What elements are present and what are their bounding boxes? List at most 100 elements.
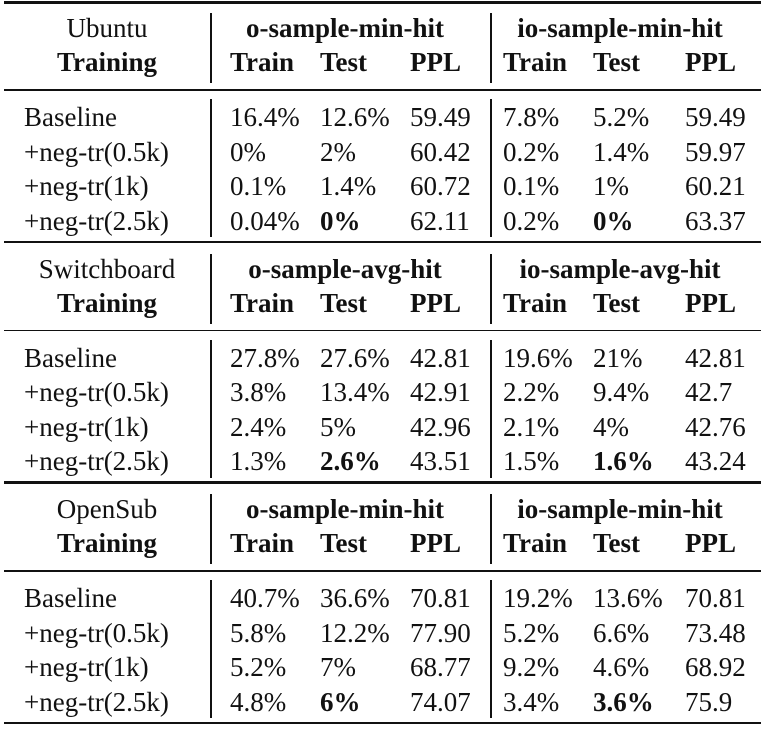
cell: 3.6%	[593, 686, 654, 717]
column-divider	[210, 494, 212, 564]
cell: 59.97	[685, 136, 746, 167]
cell: 60.42	[410, 136, 471, 167]
cell: 0.04%	[230, 205, 300, 236]
cell: 0%	[230, 136, 266, 167]
cell: 19.6%	[503, 342, 573, 373]
cell: 75.9	[685, 686, 733, 717]
column-divider	[210, 339, 212, 478]
group-header: o-sample-min-hit	[246, 494, 444, 524]
cell: 27.6%	[320, 342, 390, 373]
column-header: Train	[503, 287, 568, 318]
column-header: Train	[230, 287, 295, 318]
cell: 60.21	[685, 171, 746, 201]
column-divider	[490, 494, 492, 564]
column-divider	[490, 99, 492, 237]
row-label: +neg-tr(2.5k)	[24, 446, 169, 476]
column-header: Test	[593, 528, 641, 558]
row-label: +neg-tr(2.5k)	[24, 205, 169, 236]
section-rule	[4, 240, 761, 243]
cell: 6%	[320, 686, 361, 717]
row-label: +neg-tr(0.5k)	[24, 377, 169, 407]
column-header: Test	[320, 287, 368, 318]
column-header: Train	[230, 528, 295, 558]
column-header: PPL	[410, 528, 461, 558]
cell: 42.81	[685, 342, 746, 373]
training-label: Training	[56, 287, 158, 318]
row-label: Baseline	[24, 102, 117, 132]
column-divider	[210, 13, 212, 83]
cell: 42.96	[410, 411, 471, 442]
cell: 1.6%	[593, 446, 654, 476]
cell: 12.6%	[320, 102, 390, 132]
cell: 6.6%	[593, 617, 650, 648]
column-divider	[210, 580, 212, 718]
column-header: Train	[503, 47, 568, 77]
cell: 42.81	[410, 342, 471, 373]
column-header: Test	[320, 47, 368, 77]
row-label: +neg-tr(0.5k)	[24, 136, 169, 167]
cell: 7%	[320, 652, 356, 682]
cell: 68.92	[685, 652, 746, 682]
cell: 59.49	[685, 102, 746, 132]
cell: 68.77	[410, 652, 471, 682]
cell: 5.2%	[230, 652, 287, 682]
training-label: Training	[56, 528, 158, 558]
cell: 4.8%	[230, 686, 287, 717]
row-label: +neg-tr(1k)	[24, 652, 149, 682]
cell: 2%	[320, 136, 356, 167]
group-header: io-sample-min-hit	[517, 13, 723, 43]
column-divider	[490, 13, 492, 83]
row-label: Baseline	[24, 583, 117, 613]
column-header: Test	[593, 287, 641, 318]
column-header: PPL	[410, 287, 461, 318]
cell: 0%	[593, 205, 634, 236]
cell: 5.2%	[593, 102, 650, 132]
dataset-name: Ubuntu	[66, 13, 148, 43]
cell: 0.1%	[230, 171, 287, 201]
cell: 7.8%	[503, 102, 560, 132]
cell: 9.2%	[503, 652, 560, 682]
cell: 13.6%	[593, 583, 663, 613]
cell: 3.4%	[503, 686, 560, 717]
column-divider	[490, 339, 492, 478]
group-header: o-sample-avg-hit	[248, 253, 442, 284]
column-header: PPL	[685, 528, 736, 558]
cell: 0.1%	[503, 171, 560, 201]
cell: 62.11	[410, 205, 470, 236]
top-rule	[4, 1, 761, 4]
cell: 42.91	[410, 377, 471, 407]
cell: 59.49	[410, 102, 471, 132]
row-label: Baseline	[24, 342, 117, 373]
cell: 1%	[593, 171, 629, 201]
training-label: Training	[56, 47, 158, 77]
cell: 70.81	[410, 583, 471, 613]
header-rule	[4, 329, 761, 331]
cell: 42.7	[685, 377, 733, 407]
cell: 13.4%	[320, 377, 390, 407]
cell: 21%	[593, 342, 643, 373]
cell: 3.8%	[230, 377, 287, 407]
cell: 2.1%	[503, 411, 560, 442]
cell: 5.2%	[503, 617, 560, 648]
column-header: Test	[593, 47, 641, 77]
cell: 5.8%	[230, 617, 287, 648]
cell: 42.76	[685, 411, 746, 442]
cell: 0.2%	[503, 205, 560, 236]
cell: 36.6%	[320, 583, 390, 613]
column-header: PPL	[685, 47, 736, 77]
cell: 9.4%	[593, 377, 650, 407]
header-rule	[4, 89, 761, 91]
cell: 40.7%	[230, 583, 300, 613]
column-divider	[210, 253, 212, 324]
column-divider	[490, 580, 492, 718]
column-header: PPL	[410, 47, 461, 77]
group-header: io-sample-min-hit	[517, 494, 723, 524]
row-label: +neg-tr(2.5k)	[24, 686, 169, 717]
header-rule	[4, 570, 761, 572]
cell: 12.2%	[320, 617, 390, 648]
cell: 0.2%	[503, 136, 560, 167]
section-rule	[4, 481, 761, 484]
cell: 27.8%	[230, 342, 300, 373]
section-rule	[4, 721, 761, 724]
row-label: +neg-tr(0.5k)	[24, 617, 169, 648]
